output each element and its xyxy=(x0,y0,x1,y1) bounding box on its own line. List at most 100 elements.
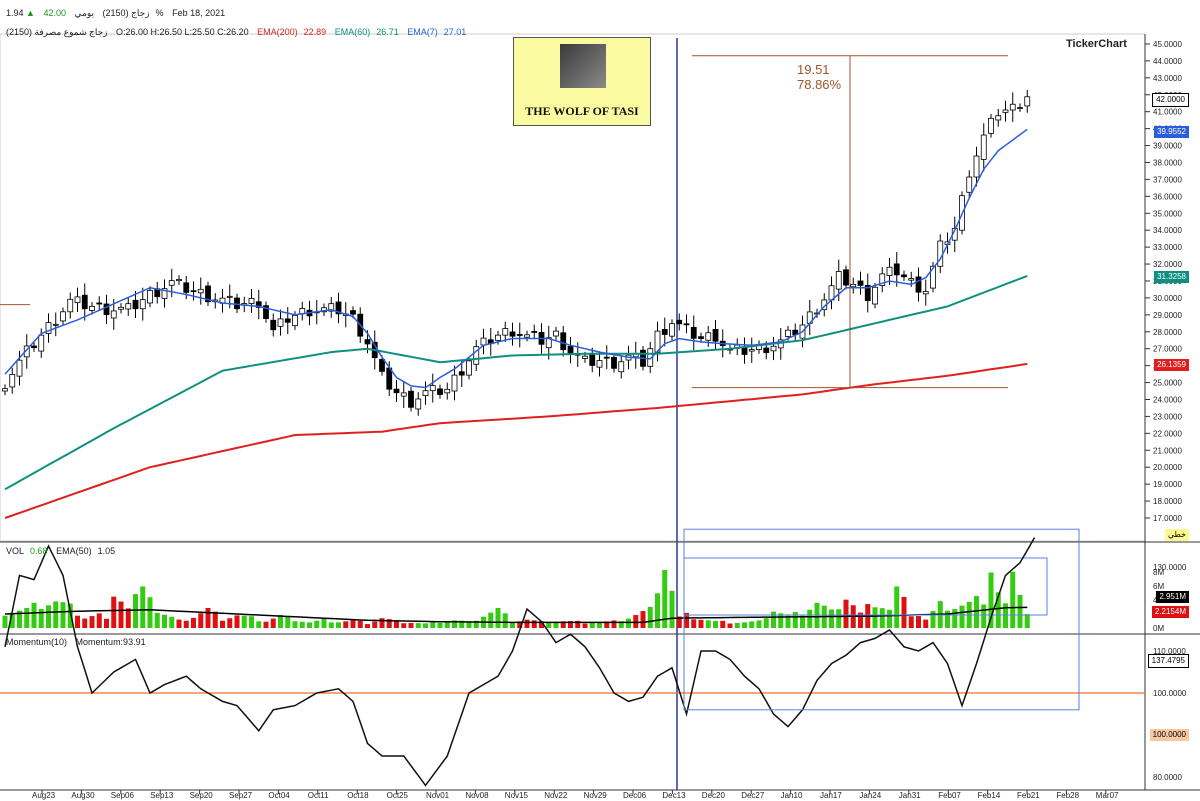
volume-bar xyxy=(60,602,66,628)
volume-bar xyxy=(24,607,30,628)
candle xyxy=(792,323,799,342)
candle-body xyxy=(567,345,574,355)
volume-bar xyxy=(568,621,573,628)
candle xyxy=(596,351,603,377)
candle xyxy=(263,301,269,323)
candle-body xyxy=(350,310,356,315)
candle xyxy=(299,301,306,321)
volume-bar xyxy=(785,615,791,628)
date-tick-label: Jan17 xyxy=(820,791,842,800)
price-tick-label: 25.0000 xyxy=(1153,379,1182,388)
candle-body xyxy=(52,323,59,326)
candle-body xyxy=(973,155,980,178)
price-tick-label: 23.0000 xyxy=(1153,412,1182,421)
volume-bar xyxy=(46,605,51,628)
candle xyxy=(1024,90,1031,113)
momentum-tick-label: 80.0000 xyxy=(1153,773,1182,782)
price-tick-label: 44.0000 xyxy=(1153,57,1182,66)
date-tick-label: Dec06 xyxy=(623,791,647,800)
candle-body xyxy=(893,263,900,276)
momentum-label: Momentum(10) xyxy=(6,637,68,647)
candle-body xyxy=(661,328,668,335)
volume-bar xyxy=(698,619,704,628)
candle xyxy=(458,359,465,387)
volume-bar xyxy=(684,612,689,628)
volume-bar xyxy=(539,621,544,628)
candle xyxy=(161,279,168,308)
candle xyxy=(502,321,509,342)
candle-body xyxy=(553,330,559,337)
volume-bar xyxy=(401,623,407,628)
candle-body xyxy=(2,388,8,392)
candle-body xyxy=(748,349,755,352)
candle-body xyxy=(205,285,211,303)
date-tick-label: Jan24 xyxy=(859,791,881,800)
candle xyxy=(850,277,857,294)
price-tick-label: 39.0000 xyxy=(1153,142,1182,151)
annotation-points: 19.51 xyxy=(797,62,830,77)
candle xyxy=(647,341,654,374)
up-arrow-icon: ▲ xyxy=(26,8,35,18)
volume-bar xyxy=(488,612,494,628)
candle xyxy=(81,283,88,321)
candle-body xyxy=(263,305,269,319)
candle-body xyxy=(676,319,683,325)
volume-tick-label: 0M xyxy=(1153,624,1164,633)
candle xyxy=(487,327,494,356)
candle-body xyxy=(161,288,168,299)
scale-mode-button[interactable]: خطي xyxy=(1164,529,1189,541)
candle xyxy=(219,288,226,313)
volume-bar xyxy=(2,615,8,628)
volume-bar xyxy=(1017,594,1023,628)
candle xyxy=(190,281,197,301)
volume-bar xyxy=(858,612,863,628)
volume-bar xyxy=(510,622,515,628)
candle xyxy=(451,365,458,401)
volume-bar xyxy=(299,621,305,628)
volume-bar xyxy=(256,621,262,628)
volume-bar xyxy=(879,608,885,628)
volume-bar xyxy=(502,613,508,628)
candle xyxy=(335,292,342,324)
symbol-header: زجاج (2150) يومي 42.00 ▲ 1.94% Feb 18, 2… xyxy=(6,8,231,19)
candle-body xyxy=(966,176,973,193)
candle-body xyxy=(683,323,690,326)
candle-body xyxy=(451,374,458,392)
measure-annotation[interactable] xyxy=(0,55,1008,389)
candle xyxy=(995,108,1002,127)
candle-body xyxy=(103,303,110,315)
candle-body xyxy=(603,356,610,359)
candle-body xyxy=(1024,96,1031,107)
candle-body xyxy=(400,392,407,397)
volume-bar xyxy=(386,619,392,628)
volume-bar xyxy=(437,622,443,628)
price-tick-label: 34.0000 xyxy=(1153,226,1182,235)
price-tick-label: 33.0000 xyxy=(1153,243,1182,252)
candle xyxy=(103,294,110,324)
candle-body xyxy=(531,331,538,333)
candle-body xyxy=(74,296,81,304)
candle xyxy=(698,332,704,343)
candle xyxy=(980,123,987,172)
volume-bar xyxy=(959,605,965,628)
volume-bar xyxy=(836,609,842,628)
last-price: 42.00 xyxy=(43,8,67,18)
candle-body xyxy=(125,303,132,310)
volume-bar xyxy=(125,608,131,628)
candle-body xyxy=(618,361,625,373)
date-tick-label: Nov01 xyxy=(426,791,450,800)
volume-bar xyxy=(96,613,102,628)
ema60-line xyxy=(4,274,1028,491)
volume-bar xyxy=(53,601,59,628)
volume-bar xyxy=(887,609,892,628)
candle xyxy=(400,381,407,408)
price-tick-label: 17.0000 xyxy=(1153,514,1182,523)
candle-body xyxy=(995,115,1002,121)
candle xyxy=(531,324,538,340)
volume-bar xyxy=(75,615,80,628)
candle xyxy=(23,334,30,369)
momentum-tick-label: 110.0000 xyxy=(1153,647,1186,656)
candle-body xyxy=(9,374,16,388)
candle-body xyxy=(647,348,654,367)
candle-body xyxy=(234,297,240,310)
